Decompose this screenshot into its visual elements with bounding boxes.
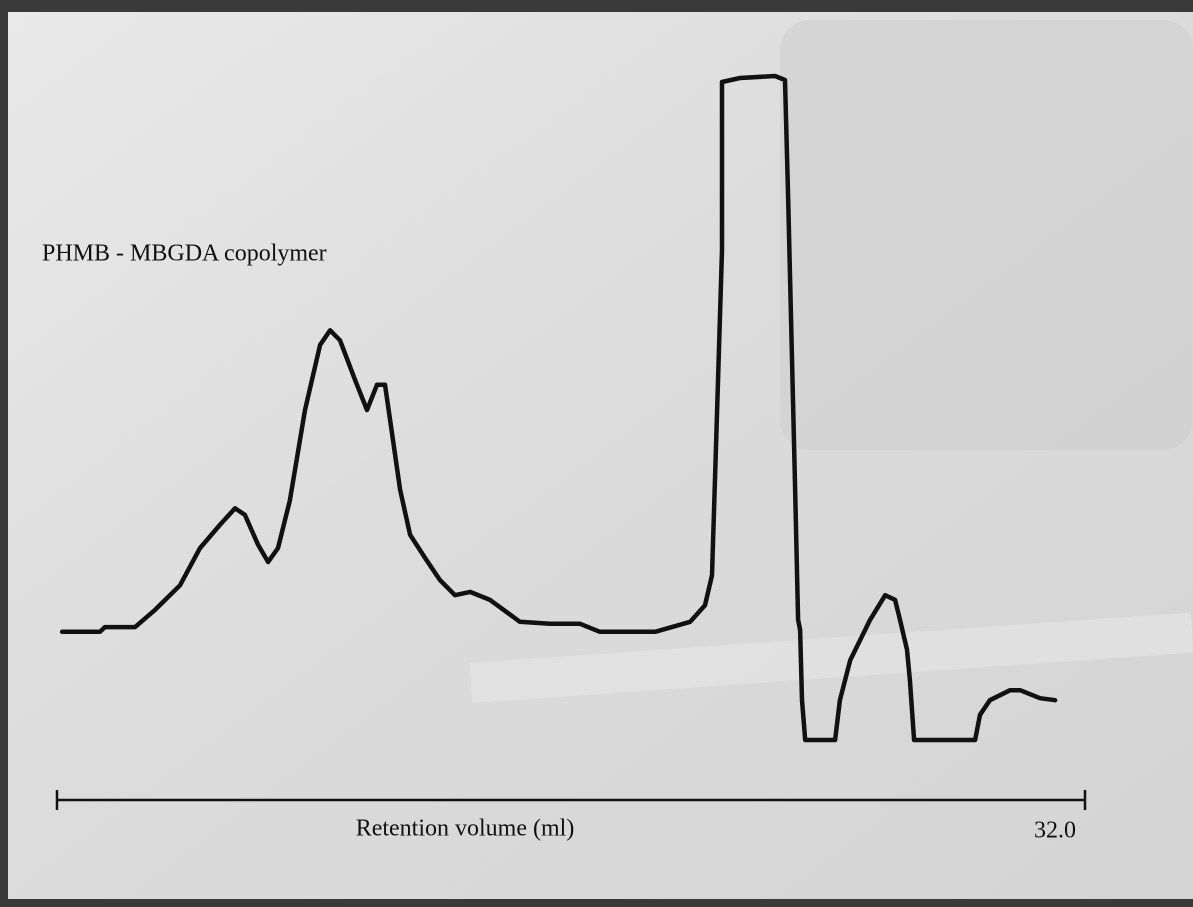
- background-jar: [780, 20, 1193, 450]
- x-axis-label: Retention volume (ml): [356, 816, 575, 842]
- trace: [59, 73, 1058, 743]
- x-tick-label: 32.0: [1034, 818, 1076, 844]
- annotation: PHMB - MBGDA copolymer: [42, 241, 327, 267]
- background-rod: [469, 612, 1193, 703]
